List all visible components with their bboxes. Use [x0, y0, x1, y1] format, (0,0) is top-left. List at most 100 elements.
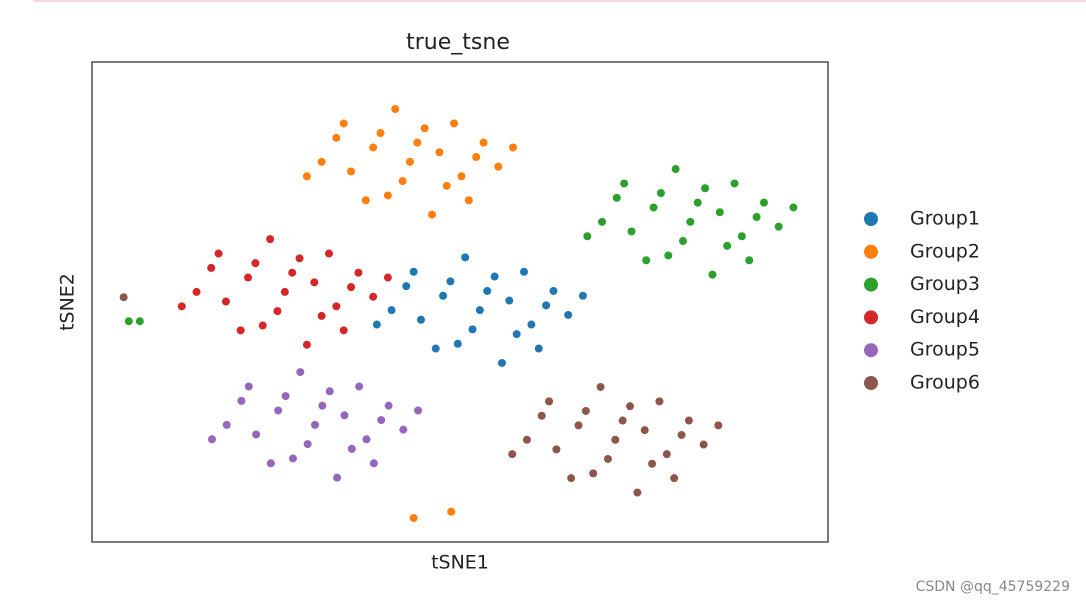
point — [431, 344, 440, 353]
point — [324, 249, 333, 258]
legend-label: Group5 — [910, 339, 980, 361]
point — [207, 263, 216, 272]
point — [383, 191, 392, 200]
point — [542, 301, 551, 310]
point — [274, 406, 283, 415]
point — [699, 440, 708, 449]
point — [369, 459, 378, 468]
point — [723, 241, 732, 250]
point — [679, 237, 688, 246]
point — [383, 273, 392, 282]
point — [552, 445, 561, 454]
point — [420, 124, 429, 133]
point — [347, 167, 356, 176]
point — [693, 198, 702, 207]
point — [564, 310, 573, 319]
point — [252, 430, 261, 439]
point — [237, 396, 246, 405]
point — [244, 273, 253, 282]
point — [258, 321, 267, 330]
point — [251, 259, 260, 268]
x-axis-label: tSNE1 — [431, 552, 489, 574]
point — [221, 297, 230, 306]
point — [618, 416, 627, 425]
point — [789, 203, 798, 212]
point — [450, 119, 459, 128]
point — [124, 317, 133, 326]
chart-title: true_tsne — [406, 30, 510, 55]
point — [435, 148, 444, 157]
point — [402, 282, 411, 291]
point — [457, 172, 466, 181]
legend-label: Group4 — [910, 306, 980, 328]
point — [266, 235, 275, 244]
point — [413, 138, 422, 147]
point — [273, 307, 282, 316]
point — [310, 278, 319, 287]
point — [332, 302, 341, 311]
point — [627, 227, 636, 236]
point — [708, 270, 717, 279]
point — [325, 387, 334, 396]
point — [730, 179, 739, 188]
point — [332, 133, 341, 142]
point — [508, 143, 517, 152]
point — [222, 420, 231, 429]
point — [737, 232, 746, 241]
point — [280, 287, 289, 296]
point — [355, 382, 364, 391]
point — [296, 368, 305, 377]
point — [512, 330, 521, 339]
legend: Group1 Group2 Group3 Group4 Group5 Group6 — [864, 208, 980, 394]
point — [347, 444, 356, 453]
point — [416, 315, 425, 324]
point — [662, 450, 671, 459]
point — [135, 317, 144, 326]
point — [545, 397, 554, 406]
point — [119, 293, 128, 302]
legend-marker — [864, 343, 878, 358]
point — [468, 325, 477, 334]
point — [472, 153, 481, 162]
point — [302, 172, 311, 181]
point — [387, 306, 396, 315]
point — [670, 474, 679, 483]
point — [603, 454, 612, 463]
point — [701, 184, 710, 193]
point — [578, 291, 587, 300]
point — [490, 272, 499, 281]
point — [534, 344, 543, 353]
legend-marker — [864, 277, 878, 292]
point — [192, 287, 201, 296]
point — [446, 277, 455, 286]
point — [236, 326, 245, 335]
point — [339, 326, 348, 335]
point — [311, 420, 320, 429]
point — [361, 196, 370, 205]
point — [505, 296, 514, 305]
legend-marker — [864, 376, 878, 390]
point — [648, 459, 657, 468]
point — [288, 454, 297, 463]
point — [453, 339, 462, 348]
point — [207, 435, 216, 444]
point — [567, 474, 576, 483]
point — [686, 217, 695, 226]
point — [244, 382, 253, 391]
point — [596, 382, 605, 391]
point — [464, 196, 473, 205]
point — [377, 416, 386, 425]
point — [398, 177, 407, 186]
point — [442, 181, 451, 190]
point — [391, 105, 400, 114]
point — [549, 286, 558, 295]
point — [714, 421, 723, 430]
point — [376, 129, 385, 138]
point — [745, 256, 754, 265]
point — [405, 157, 414, 166]
point — [461, 253, 470, 262]
point — [384, 401, 393, 410]
point — [620, 179, 629, 188]
point — [537, 411, 546, 420]
